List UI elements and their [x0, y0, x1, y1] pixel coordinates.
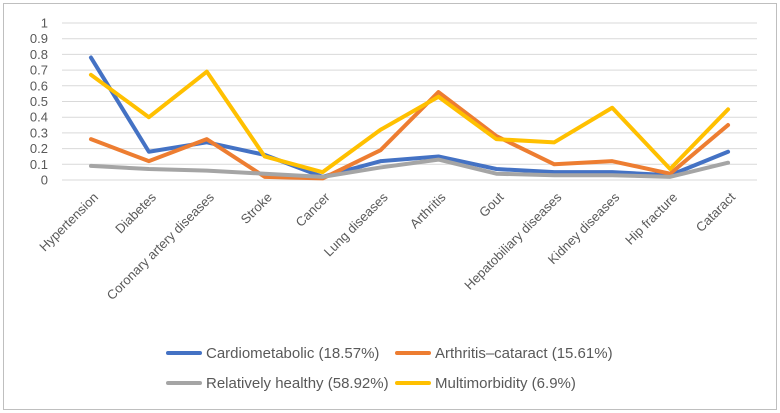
y-axis-tick-label: 0.8 [30, 47, 48, 62]
legend-item-multimorbidity: Multimorbidity (6.9%) [395, 374, 613, 392]
y-axis-tick-label: 0.4 [30, 110, 48, 125]
x-axis-category-label: Diabetes [112, 189, 159, 236]
svg-text:Stroke: Stroke [238, 190, 275, 227]
svg-text:Hip fracture: Hip fracture [622, 190, 680, 248]
series-line [88, 157, 731, 179]
x-axis-category-label: Hepatobiliary diseases [461, 189, 564, 292]
legend-line-swatch-yellow-icon [395, 381, 431, 385]
legend-item-cardiometabolic: Cardiometabolic (18.57%) [166, 344, 395, 362]
legend-line-swatch-orange-icon [395, 351, 431, 355]
y-axis-tick-label: 0.6 [30, 78, 48, 93]
legend-label-cardiometabolic: Cardiometabolic (18.57%) [206, 344, 380, 362]
legend-label-arthritis-cataract: Arthritis–cataract (15.61%) [435, 344, 613, 362]
svg-text:Cancer: Cancer [292, 189, 333, 230]
series-line [88, 90, 731, 181]
x-axis-category-label: Cataract [693, 189, 739, 235]
y-axis-tick-label: 0.7 [30, 63, 48, 78]
svg-text:Cataract: Cataract [693, 189, 739, 235]
x-axis-category-label: Gout [476, 189, 507, 220]
x-axis-category-label: Arthritis [407, 189, 449, 231]
x-axis-category-label: Cancer [292, 189, 333, 230]
svg-text:Hypertension: Hypertension [36, 190, 101, 255]
legend-line-swatch-gray-icon [166, 381, 202, 385]
x-axis-category-label: Hypertension [36, 190, 101, 255]
series-line [88, 69, 731, 175]
y-axis-tick-label: 0 [41, 173, 48, 188]
svg-text:Coronary artery diseases: Coronary artery diseases [104, 189, 218, 303]
y-axis-tick-label: 0.1 [30, 157, 48, 172]
legend-line-swatch-blue-icon [166, 351, 202, 355]
x-axis-category-label: Coronary artery diseases [104, 189, 218, 303]
y-axis-tick-label: 0.5 [30, 94, 48, 109]
x-axis-category-label: Hip fracture [622, 190, 680, 248]
legend-item-relatively-healthy: Relatively healthy (58.92%) [166, 374, 395, 392]
svg-text:Diabetes: Diabetes [112, 189, 159, 236]
svg-text:Gout: Gout [476, 189, 507, 220]
y-axis-tick-label: 0.3 [30, 125, 48, 140]
chart-legend: Cardiometabolic (18.57%) Arthritis–catar… [166, 344, 613, 392]
legend-label-relatively-healthy: Relatively healthy (58.92%) [206, 374, 389, 392]
svg-text:Hepatobiliary diseases: Hepatobiliary diseases [461, 189, 564, 292]
x-axis-category-label: Stroke [238, 190, 275, 227]
y-axis-tick-label: 0.2 [30, 141, 48, 156]
legend-label-multimorbidity: Multimorbidity (6.9%) [435, 374, 576, 392]
y-axis-tick-label: 0.9 [30, 31, 48, 46]
legend-item-arthritis-cataract: Arthritis–cataract (15.61%) [395, 344, 613, 362]
y-axis-tick-label: 1 [41, 16, 48, 31]
svg-text:Arthritis: Arthritis [407, 189, 449, 231]
